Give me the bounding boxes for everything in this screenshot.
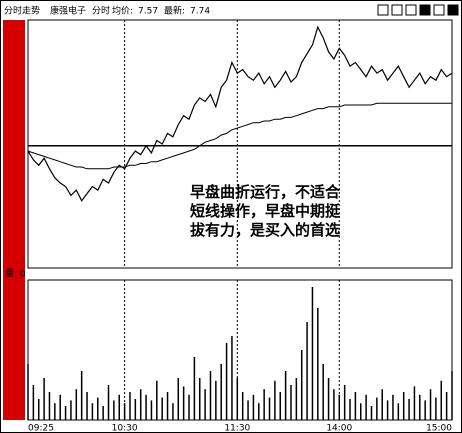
volume-panel [27,279,453,421]
avg-label: 均价: [112,5,133,17]
x-tick-label: 10:30 [112,424,138,433]
x-tick-label: 14:00 [326,424,352,433]
toolbar [377,4,459,16]
mode: 分时 [92,5,110,17]
x-tick-label: 09:25 [28,424,54,433]
avg-line [27,102,452,170]
axis-strip [3,20,25,420]
price-line [27,25,453,202]
price-panel [27,19,453,269]
last-value: 7.74 [190,7,210,17]
x-tick-label: 11:30 [224,424,250,433]
annotation: 早盘曲折运行，不适合短线操作，早盘中期挺拔有力，是买入的首选 [190,183,341,239]
button[interactable] [419,4,431,16]
x-tick-label: 15:00 [426,424,452,433]
volume-label: 量: 0 [5,269,26,280]
avg-value: 7.57 [138,7,158,17]
button[interactable] [433,4,445,16]
button[interactable] [405,4,417,16]
title: 分时走势 [4,5,40,17]
button[interactable] [391,4,403,16]
button[interactable] [447,4,459,16]
stock-name: 康强电子 [50,5,86,17]
button[interactable] [377,4,389,16]
last-label: 最新: [164,5,185,17]
